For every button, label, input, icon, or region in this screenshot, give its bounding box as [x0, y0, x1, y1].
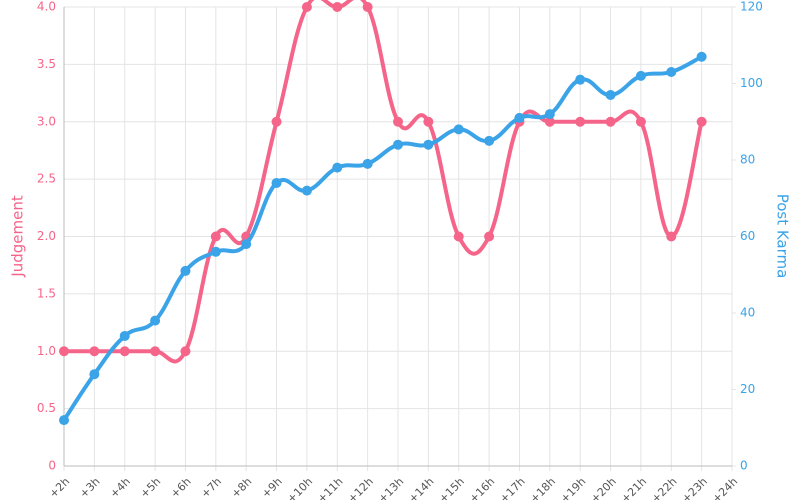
data-point	[271, 116, 282, 127]
data-point	[423, 139, 434, 150]
data-point	[544, 109, 555, 120]
data-point	[544, 116, 555, 127]
x-tick-label: +23h	[679, 475, 710, 500]
x-tick-label: +24h	[710, 475, 741, 500]
data-point	[119, 330, 130, 341]
y-tick-label: 2.5	[37, 172, 56, 186]
x-tick-label: +5h	[138, 475, 164, 500]
y-tick-label: 2.0	[37, 229, 56, 243]
x-tick-label: +15h	[436, 475, 467, 500]
data-point	[59, 346, 69, 357]
x-tick-label: +19h	[558, 475, 589, 500]
y2-tick-label: 60	[740, 229, 755, 243]
data-point	[575, 74, 586, 85]
data-point	[332, 2, 343, 12]
y2-tick-label: 20	[740, 382, 755, 396]
y2-tick-label: 0	[740, 459, 748, 473]
data-point	[210, 246, 221, 257]
data-point	[696, 116, 707, 127]
data-point	[484, 135, 495, 146]
y-tick-label: 0.5	[37, 401, 56, 415]
data-point	[635, 70, 646, 81]
data-point	[180, 265, 191, 276]
data-point	[575, 116, 586, 127]
x-tick-label: +4h	[107, 475, 133, 500]
x-tick-label: +18h	[528, 475, 559, 500]
data-point	[362, 158, 373, 169]
data-point	[119, 346, 130, 357]
data-point	[453, 231, 464, 242]
y2-tick-label: 80	[740, 153, 755, 167]
data-point	[180, 346, 191, 357]
series-line	[64, 0, 704, 364]
x-tick-label: +6h	[168, 475, 194, 500]
x-tick-label: +11h	[315, 475, 346, 500]
data-point	[605, 89, 616, 100]
x-tick-label: +12h	[345, 475, 376, 500]
x-tick-label: +10h	[285, 475, 316, 500]
x-tick-label: +13h	[376, 475, 407, 500]
x-tick-label: +9h	[259, 475, 285, 500]
data-point	[89, 346, 100, 357]
x-tick-label: +2h	[47, 475, 73, 500]
data-point	[271, 177, 282, 188]
data-point	[514, 112, 525, 123]
y-tick-label: 0	[48, 459, 56, 473]
data-point	[362, 2, 373, 12]
x-tick-label: +3h	[77, 475, 103, 500]
series-line	[62, 54, 703, 422]
data-point	[484, 231, 495, 242]
data-point	[635, 116, 646, 127]
data-point	[241, 239, 252, 250]
data-point	[696, 51, 707, 62]
data-point	[150, 315, 161, 326]
x-tick-label: +21h	[619, 475, 650, 500]
data-point	[332, 162, 343, 173]
y2-tick-label: 40	[740, 306, 755, 320]
y2-tick-label: 120	[740, 0, 763, 14]
y-tick-label: 1.0	[37, 344, 56, 358]
data-point	[150, 346, 161, 357]
data-point	[393, 116, 403, 127]
data-point	[210, 231, 221, 242]
data-point	[423, 116, 434, 127]
data-point	[666, 231, 677, 242]
y-tick-label: 4.0	[37, 0, 56, 14]
data-point	[453, 124, 464, 135]
x-tick-label: +16h	[467, 475, 498, 500]
data-point	[605, 116, 616, 127]
x-tick-label: +14h	[406, 475, 437, 500]
data-point	[301, 185, 312, 196]
data-point	[89, 369, 100, 380]
data-point	[301, 2, 312, 12]
y-tick-label: 1.5	[37, 286, 56, 300]
y2-axis-label: Post Karma	[774, 194, 792, 279]
x-tick-label: +22h	[649, 475, 680, 500]
y-tick-label: 3.0	[37, 114, 56, 128]
y-tick-label: 3.5	[37, 57, 56, 71]
data-point	[393, 139, 403, 150]
y2-tick-label: 100	[740, 76, 763, 90]
x-tick-label: +8h	[229, 475, 255, 500]
x-tick-label: +7h	[198, 475, 224, 500]
data-point	[666, 67, 677, 78]
x-tick-label: +17h	[497, 475, 528, 500]
y-axis-label: Judgement	[9, 195, 27, 278]
data-point	[59, 415, 69, 426]
x-tick-label: +20h	[588, 475, 619, 500]
